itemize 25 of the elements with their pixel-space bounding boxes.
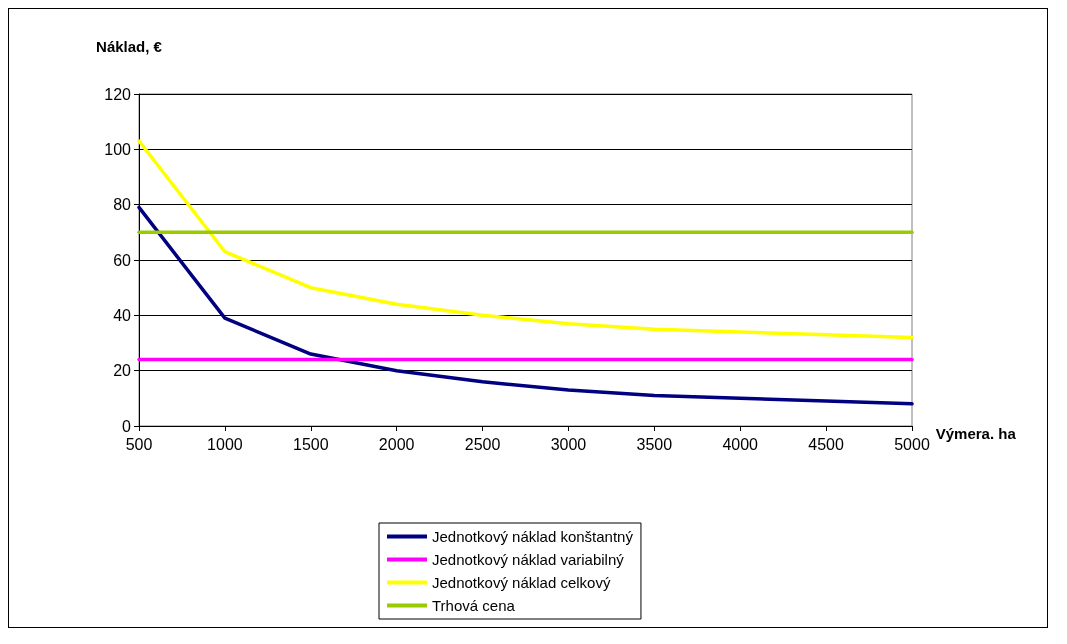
y-tick-label: 20	[113, 362, 132, 380]
x-tick-label: 3500	[636, 435, 673, 453]
line-series	[137, 205, 914, 406]
x-tick-label: 3000	[550, 435, 587, 453]
legend-label: Jednotkový náklad konštantný	[432, 528, 634, 545]
y-tick-label: 120	[104, 85, 132, 103]
x-tick-label: 500	[125, 435, 153, 453]
y-tick-label: 100	[104, 140, 132, 158]
x-tick-label: 1000	[207, 435, 243, 453]
x-tick-label: 5000	[894, 435, 930, 453]
y-tick-label: 80	[113, 196, 132, 214]
x-tick-label: 4000	[722, 435, 759, 453]
x-tick-label: 4500	[808, 435, 845, 453]
y-tick-label: 60	[113, 251, 132, 269]
y-axis-title: Náklad, €	[96, 38, 163, 55]
line-series	[137, 139, 914, 340]
y-tick-label: 40	[113, 306, 132, 324]
x-tick-label: 2500	[464, 435, 501, 453]
x-tick-label: 1500	[292, 435, 329, 453]
x-tick-label: 2000	[378, 435, 415, 453]
y-tick-label: 0	[122, 417, 132, 435]
legend-label: Jednotkový náklad variabilný	[432, 551, 625, 568]
legend-label: Jednotkový náklad celkový	[432, 574, 611, 591]
legend-label: Trhová cena	[432, 597, 516, 614]
x-axis-title: Výmera. ha	[935, 425, 1017, 442]
